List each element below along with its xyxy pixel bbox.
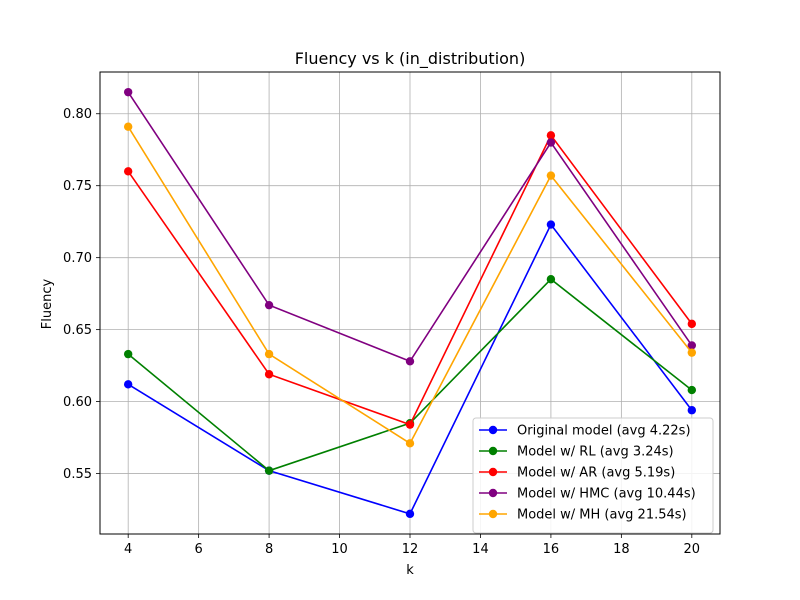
data-point [123,349,133,359]
data-point [687,319,697,329]
data-point [687,348,697,357]
legend-label: Original model (avg 4.22s) [517,424,691,439]
series-2 [123,131,697,429]
data-point [546,220,556,229]
legend-item: Model w/ AR (avg 5.19s) [479,466,675,481]
legend-label: Model w/ HMC (avg 10.44s) [517,487,696,502]
legend-swatch-marker [488,425,498,435]
chart-title: Fluency vs k (in_distribution) [295,49,526,69]
data-point [123,122,133,131]
legend-item: Model w/ MH (avg 21.54s) [479,508,687,523]
y-tick-label: 0.70 [63,251,92,266]
legend-swatch-marker [488,509,498,519]
data-point [687,341,697,350]
x-tick-label: 18 [613,542,630,557]
data-point [123,87,133,97]
legend-swatch-marker [488,488,498,498]
data-point [546,138,556,147]
x-tick-label: 4 [124,542,132,557]
series-layer [123,87,697,519]
y-tick-label: 0.80 [63,107,92,122]
data-point [405,357,415,366]
legend-item: Model w/ RL (avg 3.24s) [479,445,674,460]
y-axis: 0.55 0.60 0.65 0.70 0.75 0.80 [63,107,100,482]
data-point [687,406,697,415]
data-point [123,167,133,176]
data-point [405,420,415,429]
x-tick-label: 14 [472,542,489,557]
data-point [546,275,556,284]
data-point [264,349,274,359]
data-point [405,439,415,448]
legend-label: Model w/ AR (avg 5.19s) [517,466,675,481]
data-point [264,300,274,310]
legend-swatch-marker [488,446,498,456]
x-axis-label: k [406,563,414,578]
x-tick-label: 16 [543,542,560,557]
series-4 [123,122,697,448]
series-3 [123,87,697,366]
y-tick-label: 0.65 [63,323,92,338]
legend: Original model (avg 4.22s) Model w/ RL (a… [472,417,714,534]
legend-item: Original model (avg 4.22s) [479,424,691,439]
y-axis-label: Fluency [40,278,55,329]
data-point [546,131,556,140]
data-point [123,380,133,389]
x-tick-label: 12 [402,542,419,557]
x-tick-label: 6 [194,542,202,557]
data-point [687,385,697,395]
legend-item: Model w/ HMC (avg 10.44s) [479,487,696,502]
y-tick-label: 0.75 [63,179,92,194]
x-tick-label: 20 [684,542,701,557]
data-point [264,370,274,379]
legend-swatch-marker [488,467,498,477]
legend-label: Model w/ MH (avg 21.54s) [517,508,687,523]
y-tick-label: 0.60 [63,395,92,410]
x-tick-label: 10 [331,542,348,557]
x-axis: 4 6 8 10 12 14 16 18 20 [124,534,700,557]
data-point [546,171,556,180]
legend-box [472,417,714,534]
legend-label: Model w/ RL (avg 3.24s) [517,445,674,460]
y-tick-label: 0.55 [63,467,92,482]
x-tick-label: 8 [265,542,273,557]
data-point [264,466,274,475]
data-point [405,509,415,519]
